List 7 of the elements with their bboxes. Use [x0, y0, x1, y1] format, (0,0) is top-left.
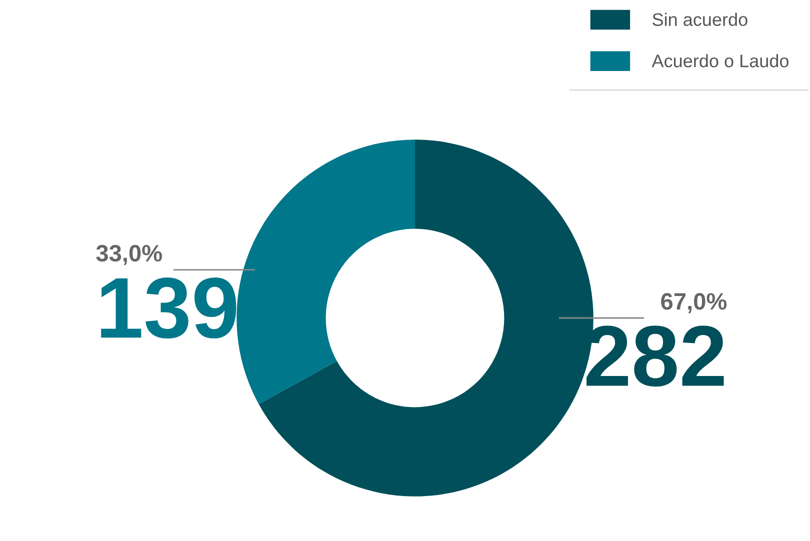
text: 67,0%	[661, 293, 727, 314]
donut-slice	[236, 140, 415, 404]
legend-label: Sin acuerdo	[652, 12, 748, 26]
data-label: 282	[586, 326, 724, 387]
data-label: 139	[101, 277, 236, 339]
text: 33,0%	[96, 244, 162, 266]
legend-label: Acuerdo o Laudo	[652, 54, 789, 68]
